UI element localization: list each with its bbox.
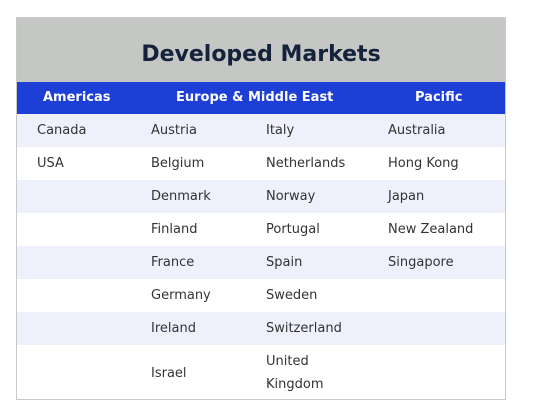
cell-europe-2: United — [266, 354, 309, 369]
cell-europe-2-line2: Kingdom — [266, 377, 324, 392]
cell-pacific: Singapore — [388, 255, 454, 270]
table-header: Americas Europe & Middle East Pacific — [17, 82, 505, 114]
cell-europe-2: Portugal — [266, 222, 320, 237]
cell-europe-1: Israel — [151, 366, 187, 381]
header-europe-middle-east: Europe & Middle East — [176, 90, 334, 105]
cell-pacific: Japan — [388, 189, 425, 204]
header-pacific: Pacific — [415, 90, 463, 105]
cell-europe-2: Netherlands — [266, 156, 346, 171]
cell-americas: USA — [37, 156, 64, 171]
cell-europe-2: Spain — [266, 255, 303, 270]
cell-europe-1: Finland — [151, 222, 198, 237]
table-row: Germany Sweden — [17, 279, 505, 312]
table-row: Ireland Switzerland — [17, 312, 505, 345]
cell-pacific: New Zealand — [388, 222, 474, 237]
page-title: Developed Markets — [141, 42, 381, 67]
cell-europe-2: Italy — [266, 123, 295, 138]
cell-europe-1: France — [151, 255, 195, 270]
cell-pacific: Hong Kong — [388, 156, 459, 171]
cell-europe-2: Switzerland — [266, 321, 342, 336]
table-row: Finland Portugal New Zealand — [17, 213, 505, 246]
cell-pacific: Australia — [388, 123, 446, 138]
cell-europe-1: Austria — [151, 123, 197, 138]
cell-europe-1: Denmark — [151, 189, 211, 204]
table-row: Canada Austria Italy Australia — [17, 114, 505, 147]
cell-europe-1: Belgium — [151, 156, 205, 171]
developed-markets-panel: Developed Markets Americas Europe & Midd… — [16, 17, 506, 400]
table-row: USA Belgium Netherlands Hong Kong — [17, 147, 505, 180]
table-row: Israel United Kingdom — [17, 345, 505, 399]
table-row: Denmark Norway Japan — [17, 180, 505, 213]
table-row: France Spain Singapore — [17, 246, 505, 279]
header-americas: Americas — [43, 90, 111, 105]
cell-americas: Canada — [37, 123, 87, 138]
cell-europe-1: Germany — [151, 288, 211, 303]
cell-europe-1: Ireland — [151, 321, 196, 336]
title-bar: Developed Markets — [17, 18, 505, 82]
cell-europe-2: Sweden — [266, 288, 318, 303]
cell-europe-2: Norway — [266, 189, 316, 204]
